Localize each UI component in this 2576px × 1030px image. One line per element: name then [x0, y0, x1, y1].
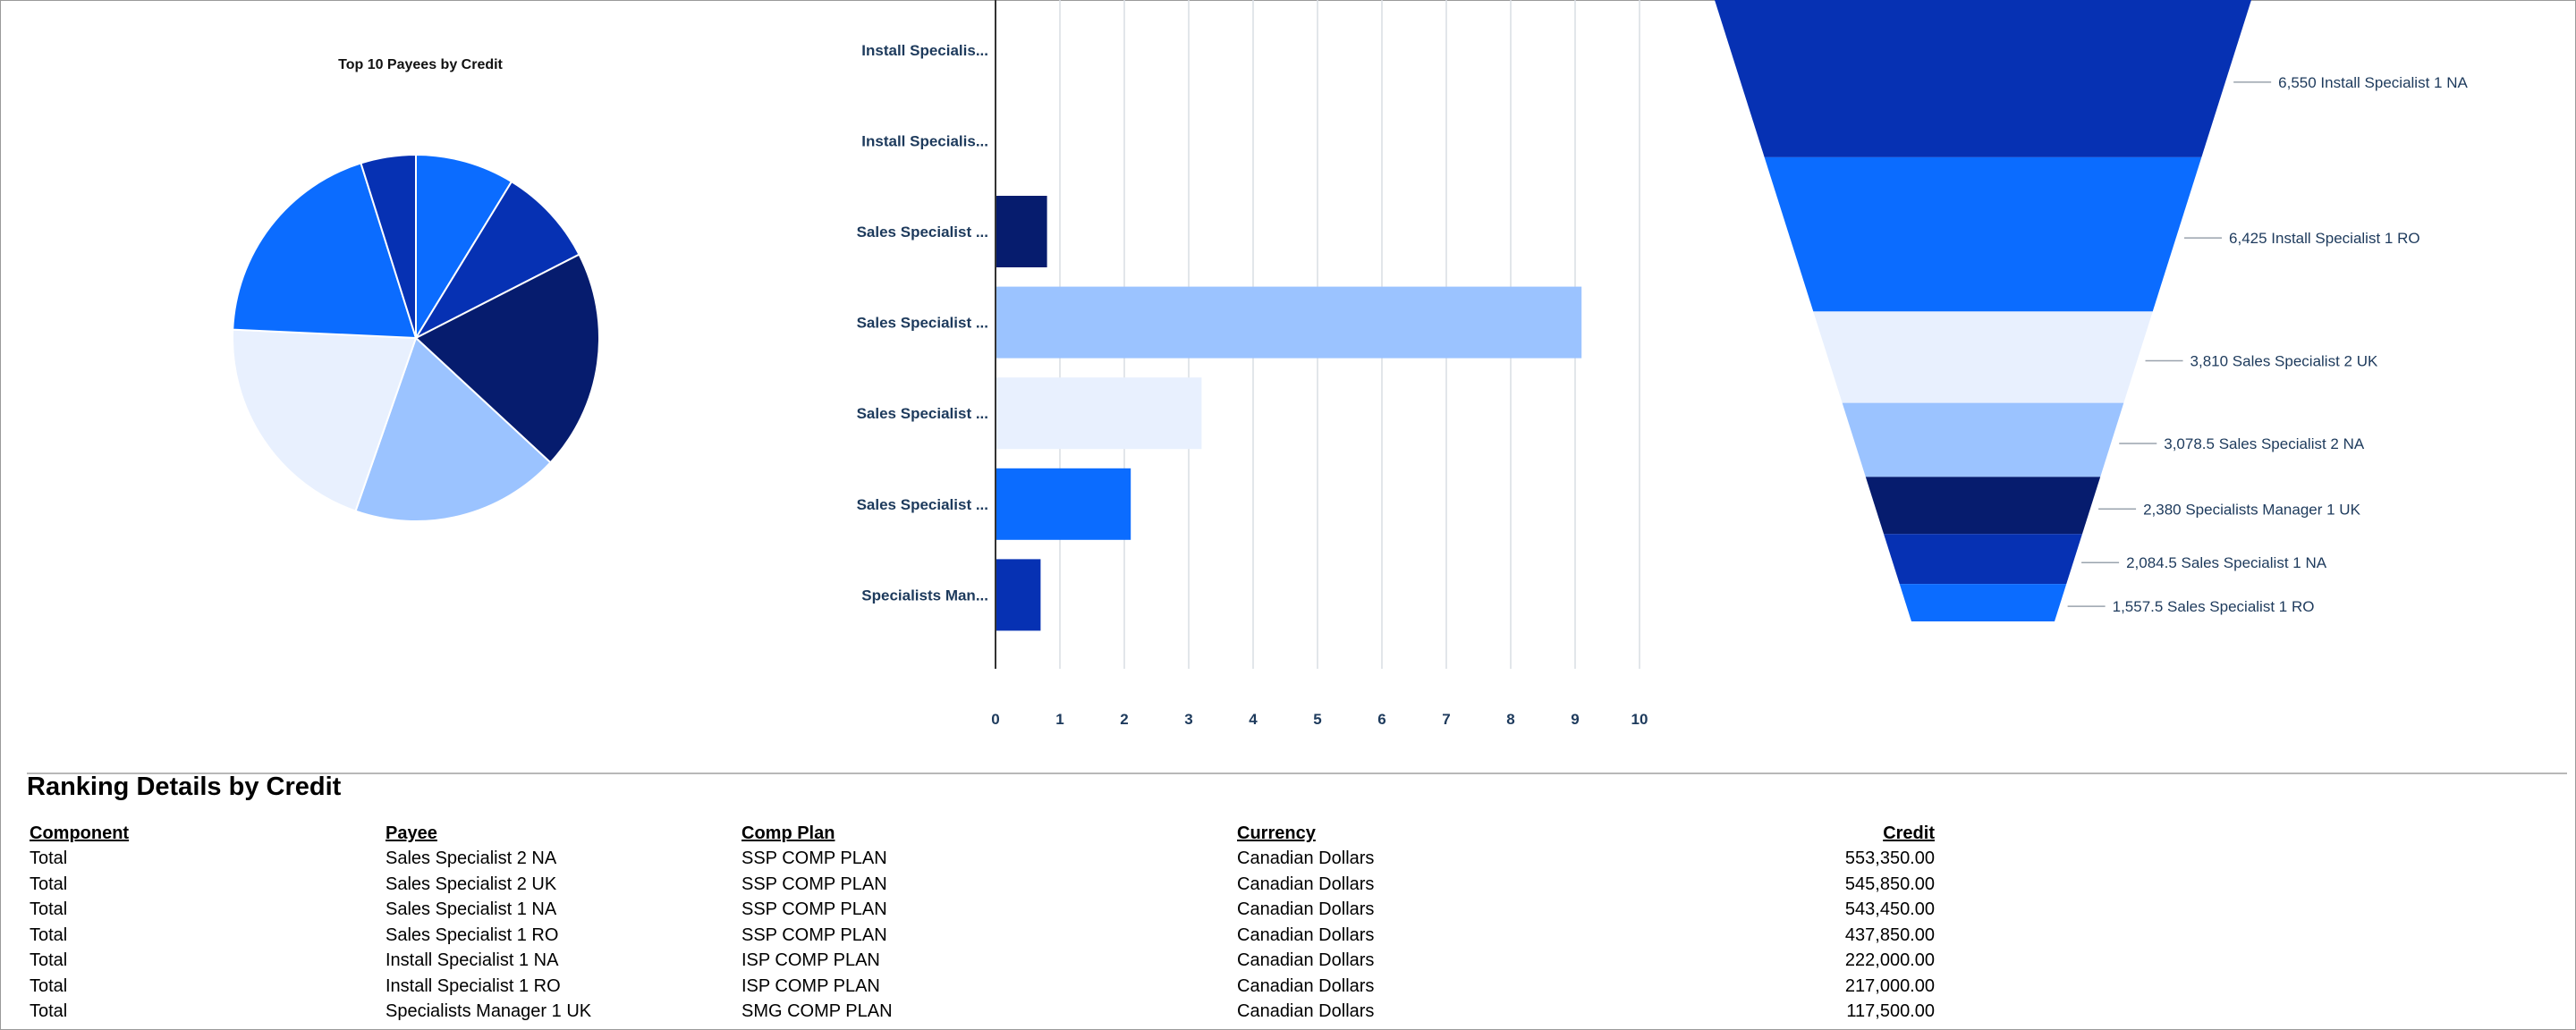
cell-component: Total [30, 975, 68, 996]
cell-payee: Sales Specialist 2 NA [386, 848, 557, 868]
bar[interactable] [996, 196, 1047, 267]
cell-payee: Sales Specialist 2 UK [386, 874, 557, 894]
cell-currency: Canadian Dollars [1237, 924, 1375, 945]
pie-slice[interactable] [413, 180, 580, 341]
pie-slice[interactable] [232, 162, 418, 340]
table-row: Total Sales Specialist 2 NA SSP COMP PLAN C… [30, 846, 1935, 872]
bar[interactable] [996, 468, 1131, 540]
cell-currency: Canadian Dollars [1237, 874, 1375, 894]
cell-component: Total [30, 924, 68, 945]
funnel-segment[interactable] [1842, 402, 2124, 477]
column-header-payee[interactable]: Payee [386, 823, 437, 843]
funnel-segment[interactable] [1715, 0, 2251, 157]
funnel-label: 6,425 Install Specialist 1 RO [2229, 230, 2420, 247]
cell-comp-plan: SSP COMP PLAN [741, 924, 887, 945]
pie-slice[interactable] [414, 253, 600, 464]
funnel-label: 3,810 Sales Specialist 2 UK [2190, 353, 2378, 370]
section-title: Ranking Details by Credit [27, 772, 342, 801]
cell-credit: 553,350.00 [1844, 848, 1935, 868]
cell-component: Total [30, 874, 68, 894]
table-row: Total Sales Specialist 1 NA SSP COMP PLAN C… [30, 897, 1935, 923]
cell-component: Total [30, 899, 68, 919]
cell-comp-plan: SSP COMP PLAN [741, 899, 887, 919]
cell-payee: Install Specialist 1 RO [386, 975, 561, 996]
bar[interactable] [996, 377, 1202, 450]
cell-comp-plan: ISP COMP PLAN [741, 950, 880, 970]
category-label: Sales Specialist ... [857, 405, 988, 422]
category-label: Install Specialis... [861, 42, 988, 59]
cell-payee: Install Specialist 1 NA [386, 950, 559, 970]
funnel-chart: 6,550 Install Specialist 1 NA 6,425 Insta… [1715, 0, 2468, 621]
cell-comp-plan: SSP COMP PLAN [741, 874, 887, 894]
cell-currency: Canadian Dollars [1237, 1001, 1375, 1021]
funnel-segment[interactable] [1764, 156, 2202, 312]
cell-credit: 117,500.00 [1846, 1001, 1935, 1021]
funnel-segment[interactable] [1865, 477, 2101, 535]
cell-credit: 543,450.00 [1844, 899, 1935, 919]
column-header-currency[interactable]: Currency [1237, 823, 1316, 843]
cell-currency: Canadian Dollars [1237, 899, 1375, 919]
table-row: Total Install Specialist 1 RO ISP COMP PLA… [30, 974, 1935, 1000]
bar[interactable] [996, 559, 1041, 631]
x-tick-label: 2 [1120, 711, 1128, 728]
cell-credit: 545,850.00 [1844, 874, 1935, 894]
x-tick-label: 10 [1631, 711, 1648, 728]
category-label: Specialists Man... [861, 587, 988, 604]
column-header-component[interactable]: Component [30, 823, 130, 843]
x-tick-label: 7 [1442, 711, 1450, 728]
cell-credit: 222,000.00 [1844, 950, 1935, 970]
pie-chart [232, 153, 600, 522]
pie-slice[interactable] [354, 336, 552, 522]
cell-comp-plan: ISP COMP PLAN [741, 975, 880, 996]
x-tick-label: 5 [1313, 711, 1321, 728]
ranking-table: Component Payee Comp Plan Currency Credi… [30, 821, 1935, 1025]
funnel-label: 6,550 Install Specialist 1 NA [2278, 74, 2468, 91]
x-tick-label: 3 [1184, 711, 1192, 728]
category-label: Install Specialis... [861, 132, 988, 149]
cell-component: Total [30, 848, 68, 868]
cell-credit: 217,000.00 [1844, 975, 1935, 996]
cell-currency: Canadian Dollars [1237, 848, 1375, 868]
x-tick-label: 8 [1506, 711, 1514, 728]
section-divider [27, 772, 2567, 774]
funnel-label: 2,084.5 Sales Specialist 1 NA [2126, 554, 2327, 571]
funnel-label: 1,557.5 Sales Specialist 1 RO [2113, 598, 2315, 615]
cell-component: Total [30, 1001, 68, 1021]
category-label: Sales Specialist ... [857, 224, 988, 241]
column-header-credit[interactable]: Credit [1883, 823, 1935, 843]
funnel-segment[interactable] [1813, 311, 2153, 403]
cell-component: Total [30, 950, 68, 970]
table-row: Total Sales Specialist 1 RO SSP COMP PLAN C… [30, 923, 1935, 949]
cell-currency: Canadian Dollars [1237, 950, 1375, 970]
cell-credit: 437,850.00 [1844, 924, 1935, 945]
cell-payee: Sales Specialist 1 RO [386, 924, 559, 945]
cell-payee: Specialists Manager 1 UK [386, 1001, 592, 1021]
x-tick-label: 9 [1571, 711, 1579, 728]
pie-slice[interactable] [415, 153, 513, 342]
table-row: Total Install Specialist 1 NA ISP COMP PLA… [30, 948, 1935, 974]
cell-payee: Sales Specialist 1 NA [386, 899, 557, 919]
x-tick-label: 6 [1377, 711, 1385, 728]
funnel-segment[interactable] [1884, 534, 2082, 585]
cell-currency: Canadian Dollars [1237, 975, 1375, 996]
funnel-label: 3,078.5 Sales Specialist 2 NA [2164, 435, 2365, 452]
category-label: Sales Specialist ... [857, 315, 988, 332]
funnel-label: 2,380 Specialists Manager 1 UK [2143, 501, 2361, 518]
pie-chart-title: Top 10 Payees by Credit [338, 57, 503, 72]
pie-slice[interactable] [232, 328, 418, 512]
category-label: Sales Specialist ... [857, 496, 988, 513]
table-header-row: Component Payee Comp Plan Currency Credi… [30, 821, 1935, 846]
x-tick-label: 0 [991, 711, 999, 728]
bar[interactable] [996, 286, 1582, 359]
table-row: Total Sales Specialist 2 UK SSP COMP PLAN C… [30, 872, 1935, 898]
column-header-comp-plan[interactable]: Comp Plan [741, 823, 835, 843]
bar-chart: 0 1 2 3 4 5 6 7 8 9 10 Install Specialis... Install … [857, 0, 1648, 728]
x-tick-label: 1 [1055, 711, 1063, 728]
funnel-segment[interactable] [1899, 584, 2067, 621]
cell-comp-plan: SMG COMP PLAN [741, 1001, 893, 1021]
table-row: Total Specialists Manager 1 UK SMG COMP PL… [30, 999, 1935, 1025]
x-tick-label: 4 [1249, 711, 1258, 728]
cell-comp-plan: SSP COMP PLAN [741, 848, 887, 868]
pie-slice[interactable] [360, 153, 417, 339]
